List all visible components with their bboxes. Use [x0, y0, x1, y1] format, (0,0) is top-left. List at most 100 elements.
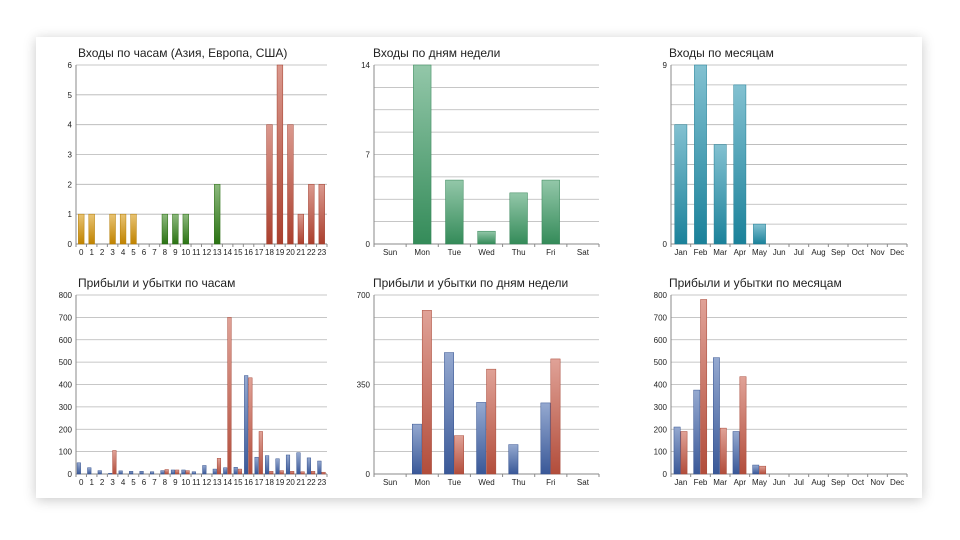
chart-month_entries: Входы по месяцам 0 9 Jan Feb Mar Apr May Jun Jul A…: [663, 46, 908, 257]
x-tick-label: 17: [255, 478, 264, 487]
y-tick-label: 700: [59, 313, 73, 322]
y-tick-label: 4: [68, 121, 73, 130]
x-tick-label: Feb: [694, 478, 708, 487]
x-tick-label: 23: [317, 248, 326, 257]
x-tick-label: 10: [181, 248, 190, 257]
x-tick-label: Oct: [852, 478, 865, 487]
bar-hours_pnl-s1-23: [321, 471, 326, 475]
bar-month_pnl-s0-3: [732, 431, 740, 475]
x-tick-label: 1: [89, 248, 94, 257]
x-tick-label: 6: [142, 248, 147, 257]
x-tick-label: Jan: [674, 478, 687, 487]
x-tick-label: Thu: [512, 248, 526, 257]
chart-month_pnl: Прибыли и убытки по месяцам 0 100 200 300 400…: [654, 276, 908, 487]
y-tick-label: 300: [654, 403, 668, 412]
x-tick-label: Wed: [478, 248, 494, 257]
bar-month_pnl-s1-4: [759, 465, 767, 475]
chart-weekday_entries: Входы по дням недели 0 7 14 Sun Mon Tue Wed Thu F…: [361, 46, 600, 257]
charts-canvas: Входы по часам (Азия, Европа, США)012345…: [59, 46, 908, 487]
x-tick-label: Mar: [713, 478, 727, 487]
x-tick-label: 21: [296, 248, 305, 257]
x-tick-label: Tue: [448, 478, 462, 487]
bar-hours_entries-s1-10: [182, 213, 189, 245]
bar-month_pnl-s0-2: [713, 357, 720, 475]
x-tick-label: 22: [307, 248, 316, 257]
x-tick-label: Wed: [478, 478, 494, 487]
x-tick-label: Nov: [870, 478, 884, 487]
x-tick-label: 19: [275, 478, 284, 487]
x-tick-label: Mar: [713, 248, 727, 257]
x-tick-label: 14: [223, 248, 232, 257]
x-tick-label: 2: [100, 478, 105, 487]
chart-hours_pnl: Прибыли и убытки по часам010020030040050…: [59, 276, 328, 487]
x-tick-label: Nov: [870, 248, 884, 257]
chart-title: Прибыли и убытки по месяцам: [669, 276, 842, 290]
bar-hours_entries-s2-21: [297, 213, 304, 245]
x-tick-label: 14: [223, 478, 232, 487]
bar-weekday_entries-s0-1: [413, 64, 432, 245]
y-tick-label: 14: [361, 61, 370, 70]
x-tick-label: Feb: [694, 248, 708, 257]
bar-hours_pnl-s0-12: [202, 465, 207, 475]
bar-weekday_pnl-s0-1: [412, 423, 422, 475]
y-tick-label: 100: [654, 448, 668, 457]
bar-hours_pnl-s0-20: [285, 454, 291, 475]
x-tick-label: May: [752, 248, 767, 257]
bar-hours_pnl-s0-13: [212, 468, 217, 475]
y-tick-label: 1: [68, 210, 73, 219]
bar-month_entries-s0-3: [733, 84, 747, 245]
y-tick-label: 350: [357, 381, 371, 390]
bar-weekday_entries-s0-2: [445, 179, 464, 245]
bar-weekday_pnl-s1-2: [454, 435, 464, 475]
bar-hours_entries-s2-19: [276, 64, 284, 245]
x-tick-label: 15: [234, 248, 243, 257]
bar-hours_pnl-s0-5: [129, 471, 134, 475]
y-tick-label: 400: [59, 381, 73, 390]
bar-hours_entries-s0-3: [109, 213, 116, 245]
x-tick-label: Jul: [794, 248, 804, 257]
bar-hours_pnl-s0-17: [254, 456, 259, 475]
chart-title: Входы по дням недели: [373, 46, 500, 60]
bar-month_pnl-s0-0: [673, 426, 681, 475]
x-tick-label: 4: [121, 248, 126, 257]
x-tick-label: 9: [173, 248, 178, 257]
y-tick-label: 600: [59, 336, 73, 345]
bar-hours_pnl-s0-2: [97, 470, 102, 475]
bar-month_pnl-s0-4: [752, 464, 760, 475]
bar-hours_pnl-s1-14: [227, 317, 232, 475]
bar-hours_pnl-s0-23: [317, 460, 322, 475]
y-tick-label: 700: [654, 313, 668, 322]
x-tick-label: Apr: [734, 478, 747, 487]
bar-hours_pnl-s0-7: [150, 471, 155, 475]
y-tick-label: 0: [663, 240, 668, 249]
y-tick-label: 400: [654, 381, 668, 390]
bar-hours_pnl-s1-19: [279, 470, 284, 475]
y-tick-label: 100: [59, 448, 73, 457]
x-tick-label: 2: [100, 248, 105, 257]
bar-hours_entries-s1-13: [214, 184, 221, 245]
bar-hours_pnl-s0-15: [233, 467, 238, 475]
x-tick-label: 11: [192, 478, 201, 487]
y-tick-label: 700: [357, 291, 371, 300]
bar-weekday_pnl-s1-3: [486, 368, 497, 475]
bar-hours_pnl-s0-22: [306, 457, 311, 475]
bar-hours_pnl-s0-14: [223, 467, 228, 475]
bar-hours_pnl-s0-3: [108, 473, 113, 475]
x-tick-label: Fri: [546, 478, 556, 487]
x-tick-label: 0: [79, 478, 84, 487]
bar-weekday_entries-s0-4: [509, 192, 528, 245]
y-tick-label: 0: [68, 240, 73, 249]
y-tick-label: 300: [59, 403, 73, 412]
bar-hours_pnl-s1-9: [175, 469, 180, 475]
chart-hours_entries: Входы по часам (Азия, Европа, США)012345…: [68, 46, 328, 257]
bar-hours_entries-s0-5: [130, 213, 137, 245]
chart-title: Прибыли и убытки по часам: [78, 276, 235, 290]
y-tick-label: 6: [68, 61, 73, 70]
y-tick-label: 500: [654, 358, 668, 367]
x-tick-label: 18: [265, 248, 274, 257]
bar-hours_pnl-s1-18: [269, 471, 274, 475]
x-tick-label: 5: [131, 248, 136, 257]
y-tick-label: 800: [654, 291, 668, 300]
x-tick-label: Sat: [577, 248, 590, 257]
x-tick-label: Jun: [773, 478, 786, 487]
